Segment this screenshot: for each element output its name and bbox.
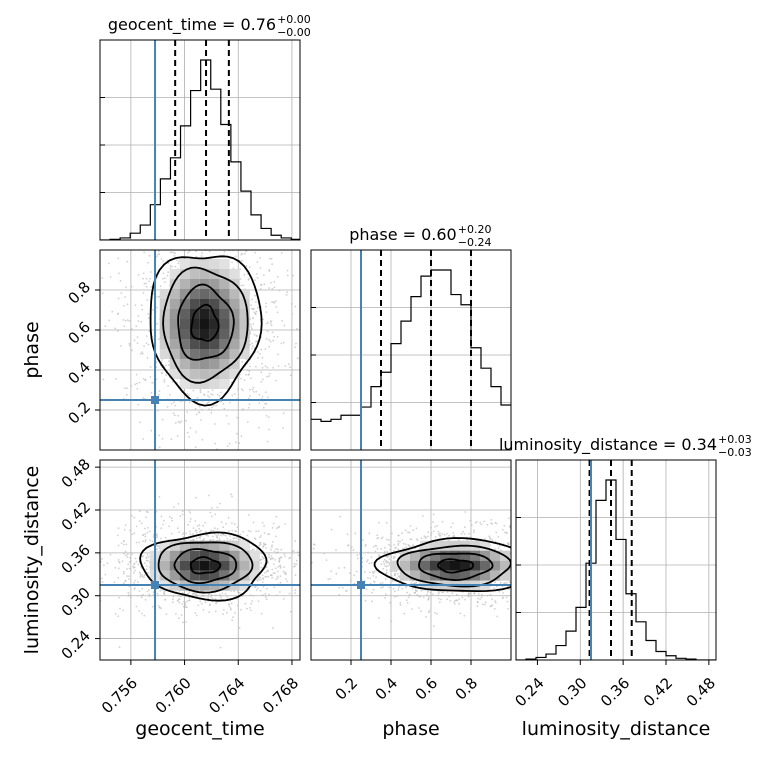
x-tick-label: 0.30 (554, 674, 590, 710)
density-map (159, 259, 250, 389)
x-tick-label: 0.756 (98, 674, 141, 717)
x-tick-label: 0.2 (332, 674, 362, 704)
histogram-luminosity_distance (516, 479, 716, 660)
contour-2 (173, 548, 238, 585)
x-tick-label: 0.24 (511, 674, 547, 710)
y-tick-label: 0.48 (58, 455, 94, 491)
panel-frame (99, 459, 301, 661)
panel-frame (515, 459, 717, 661)
panel-title: luminosity_distance = 0.34 (499, 435, 717, 455)
x-tick-label: 0.760 (152, 674, 195, 717)
panel-frame (310, 459, 512, 661)
histogram-geocent_time (100, 59, 300, 240)
title-upper-error: +0.00 (277, 13, 311, 26)
contour-3 (157, 541, 254, 594)
y-axis-label-luminosity_distance: luminosity_distance (21, 466, 43, 655)
diag-panel-luminosity_distance: luminosity_distance = 0.34 +0.03−0.03 (499, 433, 752, 661)
title-lower-error: −0.03 (718, 446, 752, 459)
y-tick-label: 0.30 (58, 584, 94, 620)
y-tick-label: 0.8 (64, 278, 94, 308)
contour-4 (139, 531, 268, 602)
diag-panel-geocent_time: geocent_time = 0.76 +0.00−0.00 (99, 13, 311, 241)
x-tick-label: 0.4 (372, 674, 402, 704)
y-tick-label: 0.4 (64, 358, 94, 388)
panel-frame (99, 249, 301, 451)
title-lower-error: −0.00 (277, 26, 311, 39)
truth-marker (357, 581, 365, 589)
panel-title: phase = 0.60 (349, 225, 456, 244)
contour-4 (149, 255, 263, 407)
truth-marker (151, 581, 160, 589)
y-tick-label: 0.6 (64, 318, 94, 348)
x-axis-label-phase: phase (382, 718, 439, 740)
contour-4 (373, 537, 511, 593)
histogram-phase (311, 269, 511, 422)
x-tick-label: 0.36 (597, 674, 633, 710)
x-tick-label: 0.42 (640, 674, 676, 710)
contour-3 (162, 266, 249, 384)
contour-1 (190, 303, 220, 342)
panel-geocent_time-vs-phase (99, 249, 301, 451)
x-tick-label: 0.768 (259, 674, 302, 717)
panel-title: geocent_time = 0.76 (108, 15, 276, 35)
y-tick-label: 0.42 (58, 498, 94, 534)
y-tick-label: 0.36 (58, 541, 94, 577)
title-upper-error: +0.03 (718, 433, 752, 446)
truth-marker (151, 396, 160, 404)
title-lower-error: −0.24 (458, 236, 492, 249)
y-tick-label: 0.2 (64, 398, 94, 428)
y-tick-label: 0.24 (58, 627, 94, 663)
x-axis-label-luminosity_distance: luminosity_distance (522, 718, 711, 740)
y-axis-label-phase: phase (21, 321, 43, 378)
x-axis-label-geocent_time: geocent_time (135, 718, 264, 740)
contour-1 (437, 558, 474, 574)
x-tick-label: 0.764 (205, 674, 248, 717)
x-tick-label: 0.48 (683, 674, 719, 710)
panel-geocent_time-vs-luminosity_distance (99, 459, 301, 661)
x-tick-label: 0.8 (452, 674, 482, 704)
panel-frame (99, 39, 301, 241)
x-tick-label: 0.6 (412, 674, 442, 704)
contour-2 (177, 283, 235, 361)
diag-panel-phase: phase = 0.60 +0.20−0.24 (310, 223, 512, 451)
title-upper-error: +0.20 (458, 223, 492, 236)
contour-1 (189, 556, 222, 575)
panel-frame (310, 249, 512, 451)
panel-phase-vs-luminosity_distance (310, 459, 512, 661)
contour-2 (418, 552, 494, 582)
